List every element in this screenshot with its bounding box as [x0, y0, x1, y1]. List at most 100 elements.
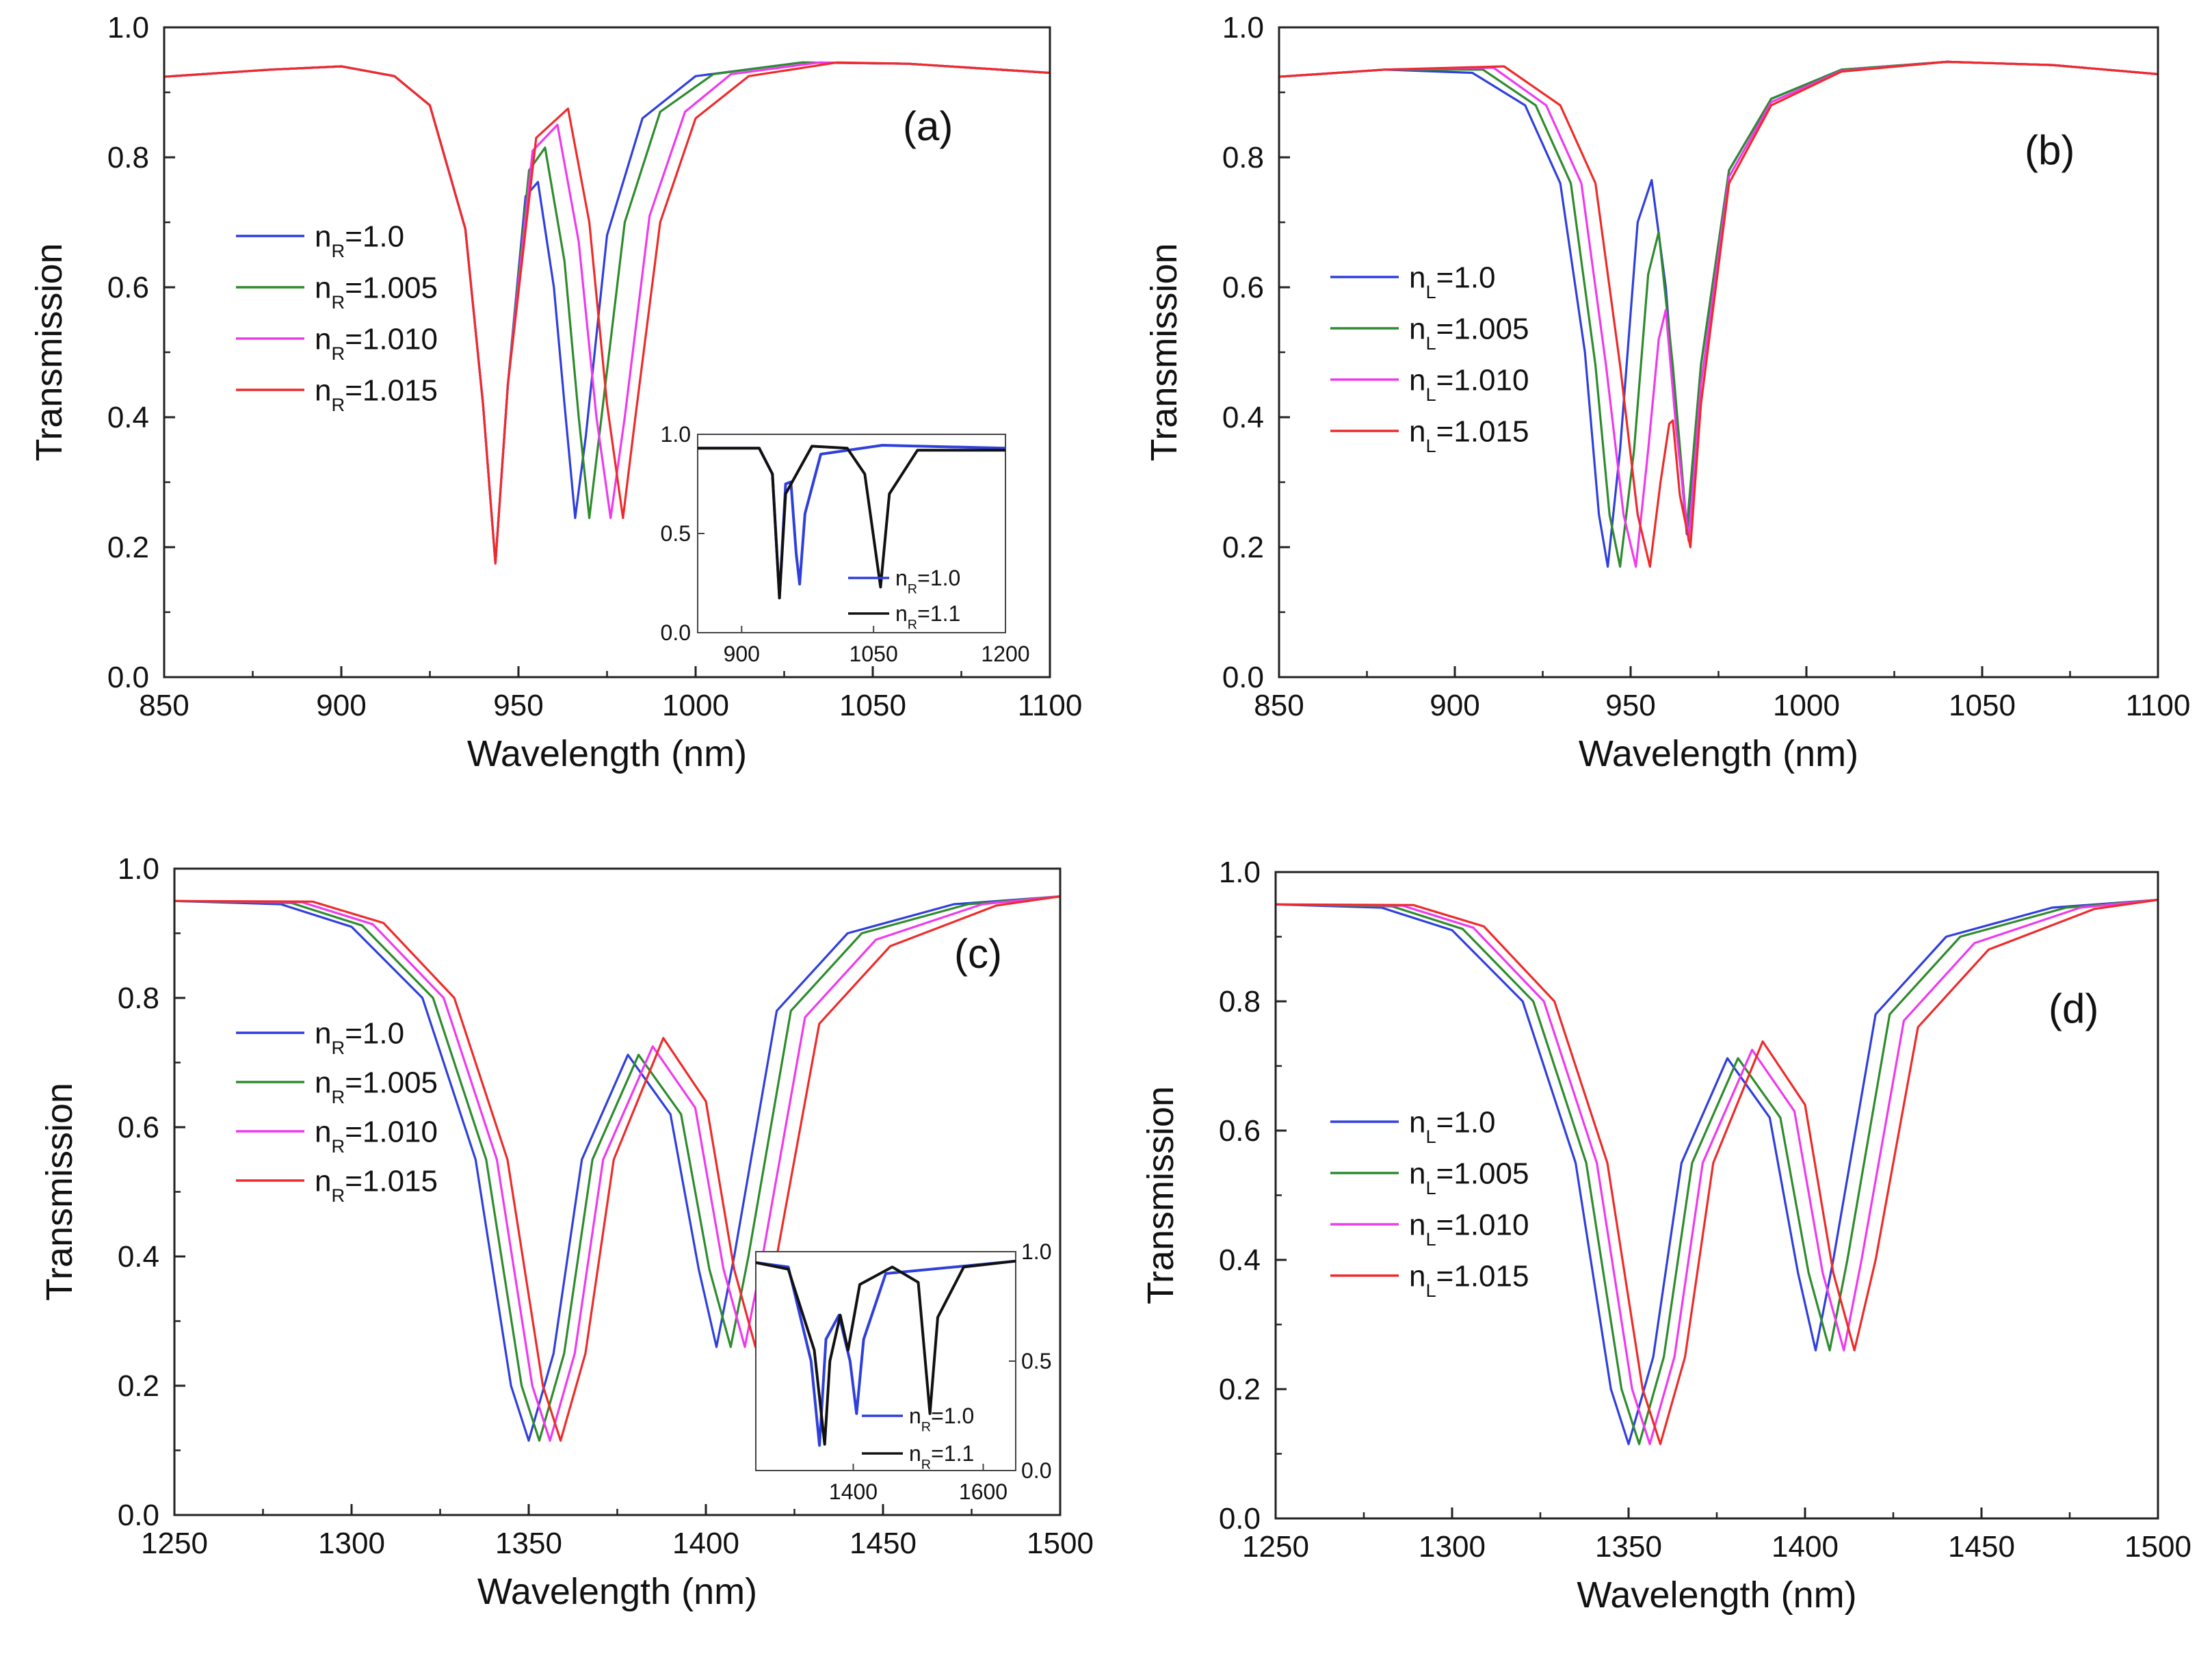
legend-symbol: n — [1409, 363, 1425, 397]
y-tick-label: 0.0 — [107, 661, 149, 694]
legend-subscript: R — [331, 394, 345, 415]
legend-value: =1.0 — [1436, 261, 1496, 294]
x-axis-label: Wavelength (nm) — [1577, 1575, 1856, 1616]
series-line-3 — [164, 61, 1050, 565]
legend-value: =1.005 — [345, 1066, 438, 1099]
legend-label: nL=1.010 — [1409, 1208, 1529, 1249]
series-line-0 — [1276, 899, 2158, 1445]
x-tick-label: 1300 — [1419, 1530, 1486, 1564]
y-tick-label: 0.2 — [118, 1369, 159, 1403]
y-tick-label: 1.0 — [1222, 11, 1264, 44]
legend-label: nR=1.1 — [909, 1441, 974, 1472]
legend-subscript: L — [1425, 1280, 1436, 1301]
y-tick-label: 0.4 — [1219, 1243, 1261, 1277]
panel-label: (c) — [954, 931, 1002, 977]
inset-y-tick-label: 1.0 — [1021, 1239, 1051, 1264]
legend-subscript: R — [331, 1185, 345, 1206]
y-tick-label: 0.8 — [107, 141, 149, 174]
x-tick-label: 1000 — [662, 689, 729, 722]
x-tick-label: 900 — [316, 689, 366, 722]
y-tick-label: 0.4 — [118, 1240, 159, 1274]
panel-label: (b) — [2025, 127, 2075, 173]
legend-label: nR=1.010 — [315, 322, 438, 363]
y-tick-label: 0.6 — [118, 1111, 159, 1144]
x-tick-label: 850 — [139, 689, 189, 722]
inset-x-tick-label: 900 — [724, 642, 760, 666]
x-tick-label: 900 — [1430, 689, 1479, 722]
y-tick-label: 0.6 — [1219, 1114, 1261, 1148]
series-line-3 — [1279, 60, 2158, 568]
legend-subscript: R — [331, 1037, 345, 1058]
legend-subscript: L — [1425, 1228, 1436, 1250]
x-tick-label: 950 — [1605, 689, 1655, 722]
y-tick-label: 0.2 — [1219, 1373, 1261, 1406]
y-tick-label: 0.6 — [1222, 271, 1264, 304]
y-axis-label: Transmission — [1144, 243, 1185, 461]
x-tick-label: 1400 — [1772, 1530, 1839, 1564]
legend-subscript: R — [921, 1457, 931, 1472]
legend-label: nL=1.010 — [1409, 363, 1529, 404]
y-tick-label: 0.8 — [1219, 985, 1261, 1018]
legend-subscript: R — [908, 617, 917, 632]
legend-label: nL=1.005 — [1409, 312, 1529, 353]
y-tick-label: 0.4 — [107, 401, 149, 434]
legend-subscript: L — [1425, 1177, 1436, 1198]
legend-label: nR=1.0 — [315, 220, 404, 261]
x-tick-label: 1450 — [850, 1527, 917, 1560]
legend-label: nR=1.015 — [315, 373, 438, 414]
inset-y-tick-label: 0.0 — [661, 620, 691, 645]
legend-subscript: R — [331, 291, 345, 313]
inset-frame — [755, 1251, 1016, 1471]
x-tick-label: 1300 — [318, 1527, 385, 1560]
x-axis-label: Wavelength (nm) — [467, 733, 747, 774]
legend-value: =1.0 — [345, 220, 404, 253]
series-line-0 — [174, 895, 1060, 1442]
plot-frame — [1274, 871, 2159, 1520]
legend-label: nL=1.015 — [1409, 1259, 1529, 1300]
x-tick-label: 1000 — [1773, 689, 1840, 722]
legend-symbol: n — [1409, 1105, 1425, 1139]
panel-label: (d) — [2049, 986, 2098, 1031]
legend-value: =1.0 — [1436, 1105, 1496, 1139]
series-line-3 — [1276, 899, 2158, 1445]
legend-subscript: L — [1425, 435, 1436, 456]
legend-value: =1.1 — [931, 1441, 974, 1466]
legend: nR=1.0nR=1.1 — [862, 1404, 974, 1472]
x-tick-label: 1050 — [1949, 689, 2016, 722]
inset-x-tick-label: 1050 — [850, 642, 898, 666]
y-tick-label: 0.8 — [1222, 141, 1264, 174]
y-tick-label: 1.0 — [1219, 856, 1261, 889]
legend-value: =1.015 — [1436, 1259, 1529, 1293]
y-tick-label: 1.0 — [118, 852, 159, 886]
legend-symbol: n — [315, 1066, 331, 1099]
chart-panel-b: 850 900 950 1000 1050 1100 0.0 0.2 0.4 0.6 0.8 1.0 W… — [1144, 11, 2190, 774]
legend-symbol: n — [315, 373, 331, 407]
legend-symbol: n — [315, 1016, 331, 1050]
y-axis-label: Transmission — [1140, 1086, 1181, 1304]
inset-y-tick-label: 0.5 — [661, 521, 691, 546]
x-tick-label: 1500 — [1027, 1527, 1094, 1560]
legend-label: nL=1.0 — [1409, 1105, 1496, 1146]
legend-symbol: n — [1409, 1208, 1425, 1241]
legend-value: =1.010 — [345, 322, 438, 356]
legend-subscript: R — [331, 240, 345, 261]
legend-value: =1.015 — [1436, 414, 1529, 448]
chart-panel-d: 1250 1300 1350 1400 1450 1500 0.0 0.2 0.4 0.6 0.8 1… — [1140, 856, 2191, 1616]
legend-subscript: R — [331, 343, 345, 364]
legend-symbol: n — [895, 566, 908, 590]
inset-frame — [697, 434, 1006, 633]
x-tick-label: 1250 — [1242, 1530, 1309, 1564]
x-axis-label: Wavelength (nm) — [1579, 733, 1858, 774]
legend-value: =1.015 — [345, 1164, 438, 1198]
legend-value: =1.0 — [345, 1016, 404, 1050]
legend-label: nL=1.005 — [1409, 1157, 1529, 1198]
legend-symbol: n — [909, 1441, 921, 1466]
legend-subscript: L — [1425, 384, 1436, 405]
legend-value: =1.005 — [1436, 1157, 1529, 1190]
x-tick-label: 1350 — [1595, 1530, 1662, 1564]
